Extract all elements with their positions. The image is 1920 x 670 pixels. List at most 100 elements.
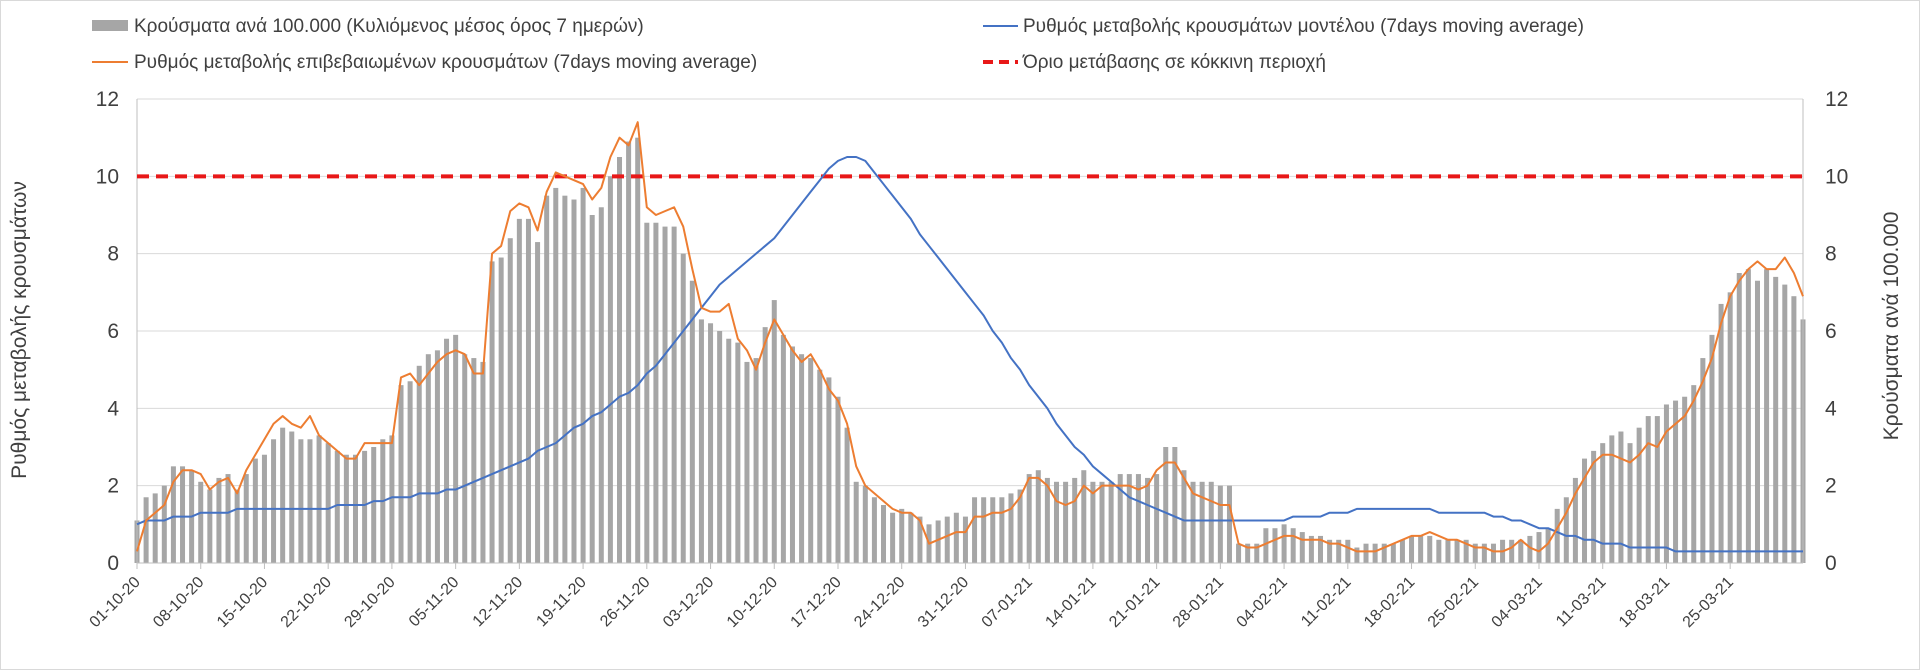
x-tick-label: 08-10-20 — [150, 574, 207, 631]
bar — [1172, 447, 1178, 563]
legend-label-threshold: Όριο μετάβασης σε κόκκινη περιοχή — [1022, 52, 1326, 73]
x-tick-label: 14-01-21 — [1042, 574, 1099, 631]
bar — [444, 338, 450, 563]
x-tick-label: 04-03-21 — [1489, 574, 1546, 631]
bar — [644, 222, 650, 564]
bar — [216, 477, 222, 563]
bar — [1053, 481, 1059, 563]
x-tick-label: 28-01-21 — [1170, 574, 1227, 631]
bar — [799, 354, 805, 563]
bar — [553, 187, 559, 563]
bar — [362, 450, 368, 563]
x-tick-label: 31-12-20 — [915, 574, 972, 631]
x-tick-label: 29-10-20 — [341, 574, 398, 631]
x-tick-label: 11-03-21 — [1553, 574, 1610, 631]
bar — [207, 489, 213, 563]
x-ticks: 01-10-20 08-10-20 15-10-20 22-10-20 29-10-20… — [87, 563, 1737, 631]
bar — [1545, 528, 1551, 563]
bar — [1236, 543, 1242, 563]
bar — [635, 137, 641, 564]
bar — [1035, 470, 1041, 563]
bar — [598, 207, 604, 563]
bar — [990, 497, 996, 563]
bar — [981, 497, 987, 563]
bar — [1463, 539, 1469, 563]
bar — [516, 218, 522, 563]
y-tick-left: 0 — [107, 552, 119, 575]
bar — [1609, 435, 1615, 563]
legend-swatch-bars — [92, 20, 128, 31]
left-axis-title: Ρυθμός μεταβολής κρουσμάτων — [8, 181, 31, 479]
x-tick-label: 18-03-21 — [1616, 574, 1673, 631]
bar — [489, 261, 495, 563]
bar — [708, 323, 714, 563]
bar — [689, 280, 695, 563]
y-tick-right: 4 — [1825, 397, 1837, 420]
bar — [271, 439, 277, 563]
bar — [1163, 447, 1169, 563]
y-tick-left: 4 — [107, 397, 119, 420]
bar — [225, 474, 231, 563]
bar — [252, 458, 258, 563]
bar — [334, 450, 340, 563]
bar — [1399, 539, 1405, 563]
bar — [653, 222, 659, 564]
bar — [152, 493, 158, 563]
bar — [1181, 470, 1187, 563]
bar — [1691, 385, 1697, 563]
bar — [234, 489, 240, 563]
bar — [944, 516, 950, 563]
bar — [525, 218, 531, 563]
bar — [881, 505, 887, 563]
bar — [890, 512, 896, 563]
bar — [1572, 477, 1578, 563]
bar — [1682, 396, 1688, 563]
y-ticks-left: 0 2 4 6 8 10 12 — [96, 88, 120, 575]
bar — [1773, 276, 1779, 563]
bar — [180, 466, 186, 563]
bar — [1536, 532, 1542, 563]
bar — [1490, 543, 1496, 563]
bar — [289, 431, 295, 563]
x-tick-label: 15-10-20 — [214, 574, 271, 631]
bar — [1627, 443, 1633, 563]
model-series-line — [136, 156, 1803, 553]
bar — [972, 497, 978, 563]
x-tick-label: 25-02-21 — [1425, 574, 1482, 631]
bar — [1217, 485, 1223, 563]
bar — [1327, 539, 1333, 563]
bar — [1527, 535, 1533, 563]
bar — [143, 497, 149, 563]
bar — [671, 226, 677, 563]
bar — [1645, 416, 1651, 563]
bar — [1654, 416, 1660, 563]
bar — [1208, 481, 1214, 563]
bar — [1600, 443, 1606, 563]
bar — [744, 361, 750, 563]
bar — [480, 361, 486, 563]
x-tick-label: 01-10-20 — [87, 574, 144, 631]
bar — [1481, 543, 1487, 563]
bar — [407, 381, 413, 563]
x-tick-label: 26-11-20 — [597, 574, 654, 631]
legend-item-threshold: Όριο μετάβασης σε κόκκινη περιοχή — [983, 52, 1326, 73]
bar — [535, 242, 541, 563]
x-tick-label: 19-11-20 — [533, 574, 590, 631]
bar — [1363, 543, 1369, 563]
bar — [1199, 481, 1205, 563]
bar — [562, 195, 568, 564]
y-tick-right: 0 — [1825, 552, 1837, 575]
bar — [471, 358, 477, 563]
bar — [389, 435, 395, 563]
bar — [1390, 543, 1396, 563]
bar — [835, 396, 841, 563]
bar — [589, 215, 595, 563]
bar — [580, 187, 586, 563]
bar — [762, 327, 768, 563]
bar — [170, 466, 176, 563]
bar — [1782, 284, 1788, 563]
bar — [316, 435, 322, 563]
x-tick-label: 10-12-20 — [724, 574, 781, 631]
bar — [1281, 524, 1287, 563]
bar — [325, 443, 331, 563]
